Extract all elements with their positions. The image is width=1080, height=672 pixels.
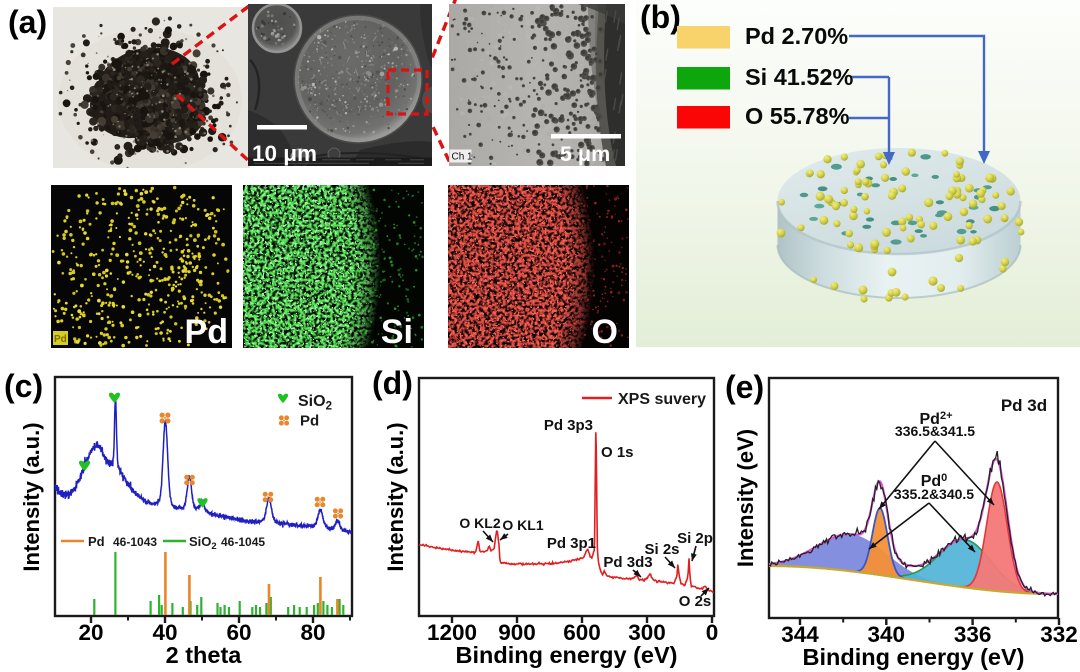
svg-text:46-1043: 46-1043: [113, 535, 157, 549]
svg-text:Intensity (eV): Intensity (eV): [733, 429, 758, 567]
svg-text:(e): (e): [725, 369, 764, 405]
svg-text:336.5&341.5: 336.5&341.5: [895, 423, 975, 439]
svg-text:Si 41.52%: Si 41.52%: [745, 64, 854, 90]
svg-text:60: 60: [226, 620, 251, 645]
svg-text:Pd: Pd: [185, 313, 228, 351]
svg-text:1200: 1200: [427, 620, 477, 645]
svg-text:Binding energy (eV): Binding energy (eV): [456, 642, 678, 668]
svg-text:0: 0: [706, 620, 719, 645]
svg-text:900: 900: [498, 620, 536, 645]
svg-text:600: 600: [563, 620, 601, 645]
svg-text:SiO2: SiO2: [298, 393, 332, 413]
svg-text:Pd0: Pd0: [921, 472, 948, 490]
svg-text:XPS suvery: XPS suvery: [618, 391, 706, 408]
svg-text:Ch 1: Ch 1: [452, 152, 474, 163]
svg-text:O: O: [449, 334, 456, 344]
svg-text:(c): (c): [4, 368, 43, 404]
svg-text:335.2&340.5: 335.2&340.5: [894, 486, 974, 502]
svg-text:80: 80: [300, 620, 325, 645]
svg-text:Pd 3p3: Pd 3p3: [544, 417, 593, 434]
svg-text:(d): (d): [372, 365, 413, 401]
svg-text:Pd: Pd: [300, 413, 319, 430]
svg-text:300: 300: [628, 620, 666, 645]
svg-text:46-1045: 46-1045: [221, 535, 265, 549]
svg-text:O: O: [592, 313, 618, 351]
svg-text:40: 40: [152, 620, 177, 645]
svg-text:5 μm: 5 μm: [560, 142, 610, 166]
svg-text:O 2s: O 2s: [679, 593, 712, 610]
svg-text:20: 20: [78, 620, 103, 645]
svg-text:Pd 3p1: Pd 3p1: [547, 535, 596, 552]
svg-text:(a): (a): [8, 4, 47, 40]
svg-text:Intensity (a.u.): Intensity (a.u.): [383, 422, 408, 571]
svg-text:Pd 3d3: Pd 3d3: [603, 554, 652, 571]
svg-text:332: 332: [1040, 622, 1078, 647]
svg-text:Pd 2.70%: Pd 2.70%: [745, 23, 848, 49]
svg-text:2 theta: 2 theta: [166, 642, 243, 668]
svg-text:O 55.78%: O 55.78%: [745, 103, 850, 129]
svg-text:Si 2s: Si 2s: [644, 541, 679, 558]
svg-text:O KL2: O KL2: [459, 515, 500, 531]
svg-text:Si 2p: Si 2p: [677, 530, 713, 547]
svg-text:Intensity (a.u.): Intensity (a.u.): [19, 422, 44, 571]
svg-text:O 1s: O 1s: [601, 444, 634, 461]
svg-text:O KL1: O KL1: [502, 517, 543, 533]
svg-text:(b): (b): [640, 0, 681, 35]
svg-text:Si: Si: [381, 313, 413, 351]
svg-text:Pd: Pd: [54, 334, 67, 345]
svg-text:10 μm: 10 μm: [252, 141, 317, 166]
svg-text:Si: Si: [244, 334, 253, 344]
svg-text:Binding energy (eV): Binding energy (eV): [803, 644, 1025, 670]
svg-text:SiO2: SiO2: [189, 534, 217, 552]
svg-text:344: 344: [781, 622, 819, 647]
svg-text:Pd 3d: Pd 3d: [1001, 396, 1047, 415]
svg-text:340: 340: [868, 622, 906, 647]
svg-text:336: 336: [954, 622, 992, 647]
svg-text:Pd: Pd: [88, 534, 105, 549]
